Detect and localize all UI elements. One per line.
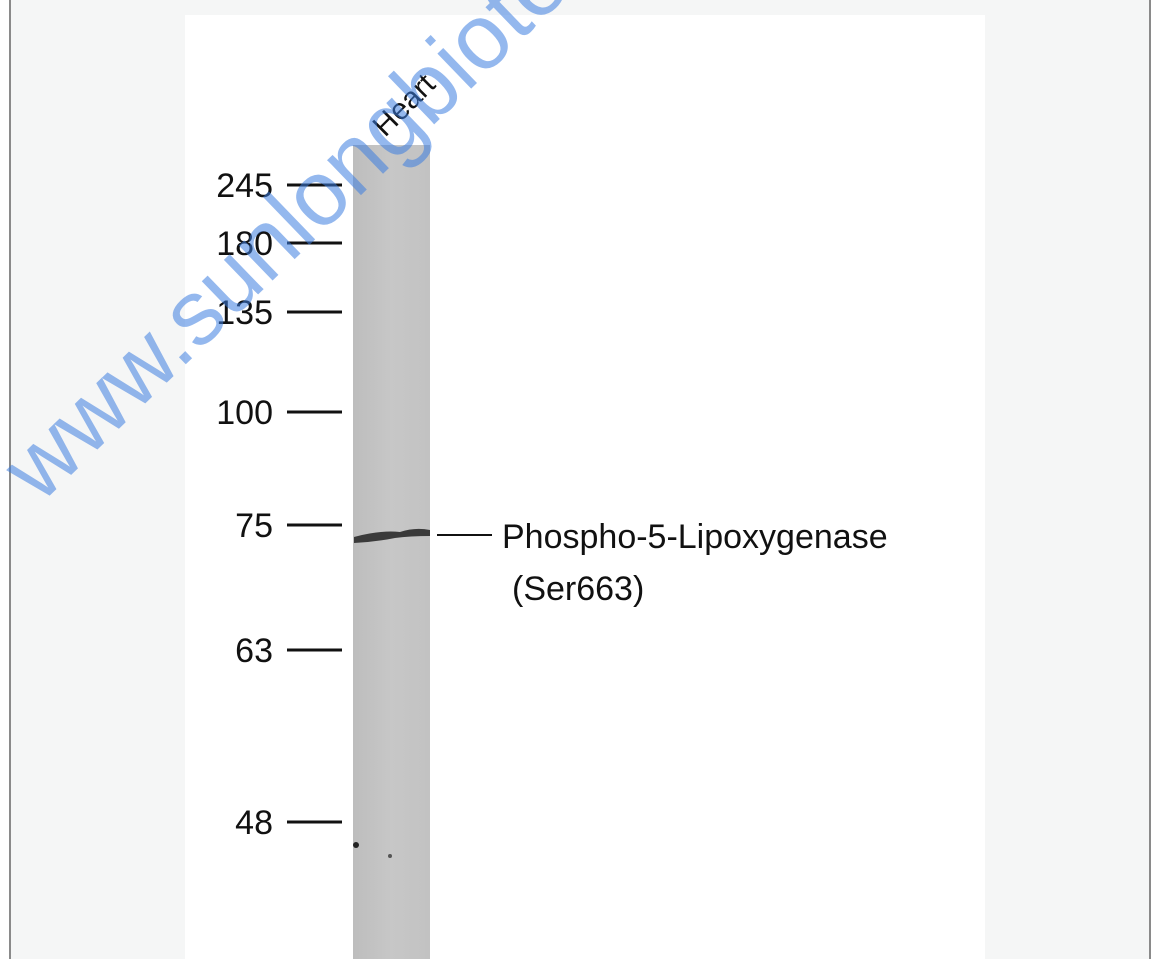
figure: Heart 245180135100756348 Phospho-5-Lipox… — [0, 0, 1159, 959]
marker-label: 63 — [235, 632, 273, 670]
speck — [353, 842, 359, 848]
lane — [353, 145, 430, 959]
marker-label: 48 — [235, 804, 273, 842]
marker-label: 100 — [216, 394, 273, 432]
speck — [388, 854, 392, 858]
marker-label: 75 — [235, 507, 273, 545]
page: Heart 245180135100756348 Phospho-5-Lipox… — [0, 0, 1159, 959]
band-label: Phospho-5-Lipoxygenase — [502, 518, 888, 556]
band-label: (Ser663) — [512, 570, 644, 608]
